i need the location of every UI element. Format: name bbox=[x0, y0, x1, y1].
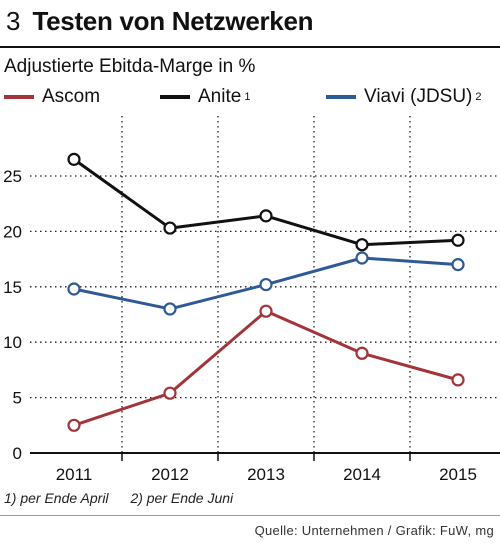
figure-number: 3 bbox=[6, 6, 21, 36]
data-point-viavi bbox=[163, 302, 177, 316]
data-point-anite bbox=[451, 233, 465, 247]
data-point-anite bbox=[259, 209, 273, 223]
y-tick-label: 0 bbox=[13, 444, 22, 463]
legend-item-ascom: Ascom bbox=[4, 86, 100, 108]
chart-title: Testen von Netzwerken bbox=[32, 6, 314, 36]
legend-label-anite: Anite bbox=[198, 86, 242, 107]
footer-divider bbox=[0, 515, 500, 516]
data-point-anite bbox=[163, 221, 177, 235]
data-point-viavi bbox=[259, 277, 273, 292]
data-point-viavi bbox=[451, 258, 465, 272]
y-tick-label: 25 bbox=[3, 167, 22, 186]
line-chart: 0 5 10 15 20 25 2011 2012 2013 2014 2015 bbox=[3, 116, 500, 484]
legend-label-viavi: Viavi (JDSU) bbox=[364, 86, 473, 107]
x-tick-label: 2011 bbox=[56, 465, 93, 484]
legend-swatch-viavi bbox=[326, 95, 356, 99]
legend-swatch-ascom bbox=[4, 95, 34, 99]
source-credit: Quelle: Unternehmen / Grafik: FuW, mg bbox=[254, 523, 494, 538]
legend-item-anite: Anite 1 bbox=[160, 86, 250, 108]
x-tick-label: 2012 bbox=[151, 465, 189, 484]
data-point-viavi bbox=[355, 251, 369, 265]
chart-legend: Ascom Anite 1 Viavi (JDSU) 2 bbox=[0, 86, 500, 110]
legend-sup-viavi: 2 bbox=[475, 91, 482, 103]
legend-item-viavi: Viavi (JDSU) 2 bbox=[326, 86, 482, 108]
x-tick-label: 2015 bbox=[439, 465, 477, 484]
data-point-ascom bbox=[355, 346, 369, 360]
title-divider bbox=[0, 46, 500, 48]
x-tick-label: 2014 bbox=[343, 465, 381, 484]
y-tick-label: 10 bbox=[3, 333, 22, 352]
y-axis-label: Adjustierte Ebitda-Marge in % bbox=[4, 56, 256, 77]
footnote-2: 2) per Ende Juni bbox=[130, 490, 234, 506]
legend-sup-anite: 1 bbox=[244, 91, 251, 103]
data-point-anite bbox=[355, 238, 369, 252]
data-point-anite bbox=[67, 152, 81, 166]
y-tick-label: 20 bbox=[3, 222, 22, 241]
data-point-ascom bbox=[163, 386, 177, 400]
data-point-ascom bbox=[451, 373, 465, 387]
y-tick-label: 5 bbox=[13, 389, 22, 408]
y-tick-label: 15 bbox=[3, 278, 22, 297]
footnote-1: 1) per Ende April bbox=[4, 490, 109, 506]
footnotes: 1) per Ende April 2) per Ende Juni bbox=[4, 490, 233, 506]
data-point-viavi bbox=[67, 282, 81, 296]
x-tick-label: 2013 bbox=[247, 465, 285, 484]
legend-swatch-anite bbox=[160, 95, 190, 99]
series-line-ascom bbox=[73, 309, 459, 427]
legend-label-ascom: Ascom bbox=[42, 86, 101, 107]
data-point-ascom bbox=[67, 418, 81, 432]
title-row: 3 Testen von Netzwerken bbox=[6, 6, 314, 40]
data-point-ascom bbox=[259, 304, 273, 318]
